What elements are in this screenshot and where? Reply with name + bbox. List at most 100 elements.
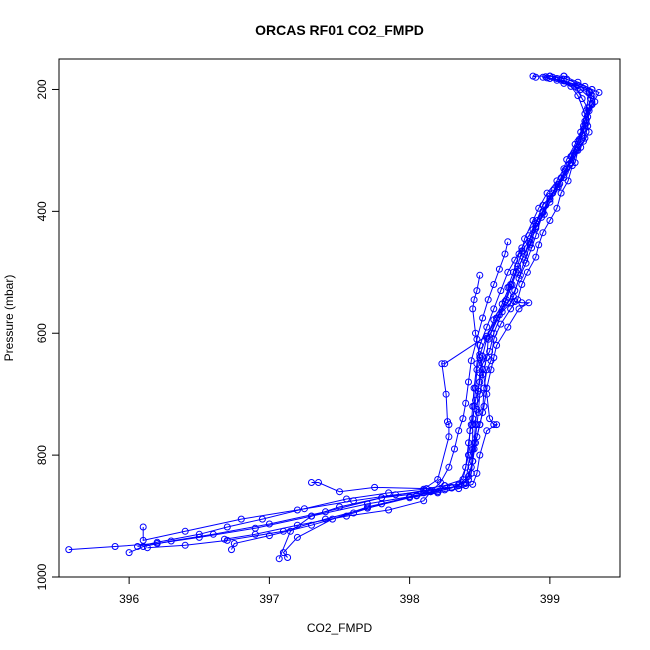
data-point xyxy=(472,421,479,429)
data-point xyxy=(275,555,283,563)
data-point xyxy=(125,549,133,557)
data-point xyxy=(543,74,551,82)
data-point xyxy=(65,546,73,554)
x-tick-label: 397 xyxy=(259,592,279,606)
series-line xyxy=(224,241,509,540)
data-point xyxy=(237,515,245,523)
series-9 xyxy=(143,271,501,552)
data-point xyxy=(476,421,484,429)
data-point xyxy=(501,250,509,258)
series-line xyxy=(128,75,586,554)
data-point xyxy=(546,195,554,203)
series-line xyxy=(68,75,600,551)
data-point xyxy=(111,543,119,550)
data-point xyxy=(139,523,147,531)
data-point xyxy=(455,485,463,493)
data-point xyxy=(560,77,568,85)
data-point xyxy=(364,504,371,512)
data-point xyxy=(228,546,235,554)
data-point xyxy=(502,296,510,304)
data-point xyxy=(581,117,589,125)
data-point xyxy=(523,268,531,276)
data-point xyxy=(465,476,472,483)
data-point xyxy=(209,530,217,538)
y-tick-label: 1000 xyxy=(35,563,49,590)
data-point xyxy=(139,536,147,544)
data-point xyxy=(300,505,308,513)
y-axis: 200 400 600 800 1000 xyxy=(35,79,59,590)
data-point xyxy=(533,217,541,224)
data-point xyxy=(474,387,482,395)
data-point xyxy=(550,186,558,194)
data-point xyxy=(588,100,596,107)
data-point xyxy=(539,229,547,237)
data-point xyxy=(293,521,301,529)
y-tick-label: 400 xyxy=(35,201,49,221)
data-point xyxy=(487,329,495,337)
data-point xyxy=(221,535,228,543)
data-point xyxy=(315,479,322,486)
data-point xyxy=(574,137,582,145)
data-point xyxy=(575,135,583,143)
y-tick-label: 600 xyxy=(35,323,49,343)
data-point xyxy=(473,287,481,295)
data-point xyxy=(470,296,478,304)
data-point xyxy=(451,445,458,453)
data-point xyxy=(504,323,512,331)
data-point xyxy=(467,357,475,365)
data-point xyxy=(574,81,582,89)
data-point xyxy=(507,305,515,313)
series-4 xyxy=(308,73,592,496)
data-point xyxy=(512,268,520,276)
data-point xyxy=(476,271,484,279)
data-point xyxy=(469,305,477,313)
data-point xyxy=(223,523,231,531)
data-point xyxy=(557,189,565,197)
data-point xyxy=(529,217,537,224)
data-point xyxy=(385,506,393,514)
data-point xyxy=(511,256,519,264)
data-point xyxy=(195,530,203,538)
data-point xyxy=(476,451,484,459)
data-point xyxy=(554,181,562,188)
data-point xyxy=(514,296,522,304)
data-point xyxy=(495,265,503,273)
data-point xyxy=(480,384,488,392)
data-point xyxy=(420,485,428,493)
data-point xyxy=(442,390,450,398)
data-point xyxy=(479,409,487,416)
data-point xyxy=(251,530,259,538)
data-point xyxy=(483,366,491,374)
data-point xyxy=(479,314,487,322)
y-axis-label: Pressure (mbar) xyxy=(2,275,16,362)
series-8 xyxy=(228,74,596,554)
data-point xyxy=(484,296,492,304)
data-point xyxy=(518,281,526,288)
data-point xyxy=(490,421,498,429)
data-point xyxy=(539,73,547,81)
data-point xyxy=(445,421,453,429)
data-point xyxy=(265,520,273,528)
data-point xyxy=(284,554,292,561)
series-1 xyxy=(65,72,603,554)
data-point xyxy=(483,390,491,398)
data-point xyxy=(445,463,453,471)
data-point xyxy=(568,151,576,159)
data-point xyxy=(465,378,472,386)
y-tick-label: 800 xyxy=(35,445,49,465)
data-point xyxy=(293,533,301,541)
x-tick-label: 399 xyxy=(540,592,560,606)
data-point xyxy=(336,488,343,496)
data-point xyxy=(371,483,379,491)
data-point xyxy=(441,360,449,368)
data-point xyxy=(265,532,273,540)
data-point xyxy=(469,457,477,465)
data-point xyxy=(528,244,536,252)
data-point xyxy=(420,497,428,505)
data-point xyxy=(493,421,501,429)
data-point xyxy=(532,253,540,261)
data-point xyxy=(483,427,491,435)
data-point xyxy=(469,480,477,488)
data-point xyxy=(526,239,534,247)
